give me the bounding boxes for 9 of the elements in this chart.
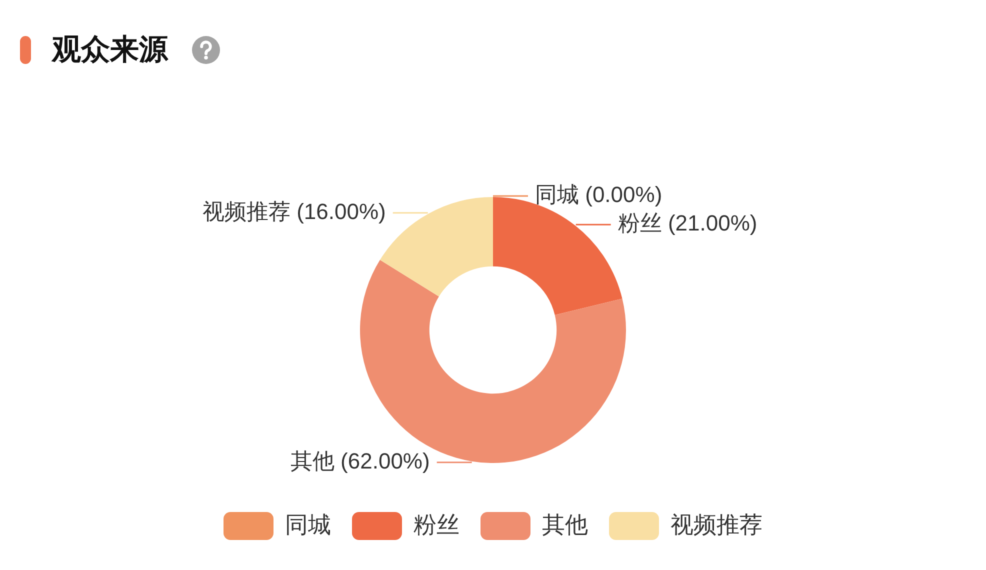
legend-label: 视频推荐 bbox=[670, 511, 762, 538]
data-label: 其他 (62.00%) bbox=[290, 448, 430, 474]
legend-label: 同城 bbox=[285, 511, 331, 538]
data-label: 视频推荐 (16.00%) bbox=[202, 198, 386, 224]
data-label: 粉丝 (21.00%) bbox=[618, 210, 758, 236]
chart-title: 观众来源 bbox=[52, 33, 168, 68]
legend-label: 粉丝 bbox=[414, 511, 460, 538]
text: 同城 (0.00%) bbox=[535, 182, 662, 208]
legend-label: 其他 bbox=[542, 511, 588, 538]
